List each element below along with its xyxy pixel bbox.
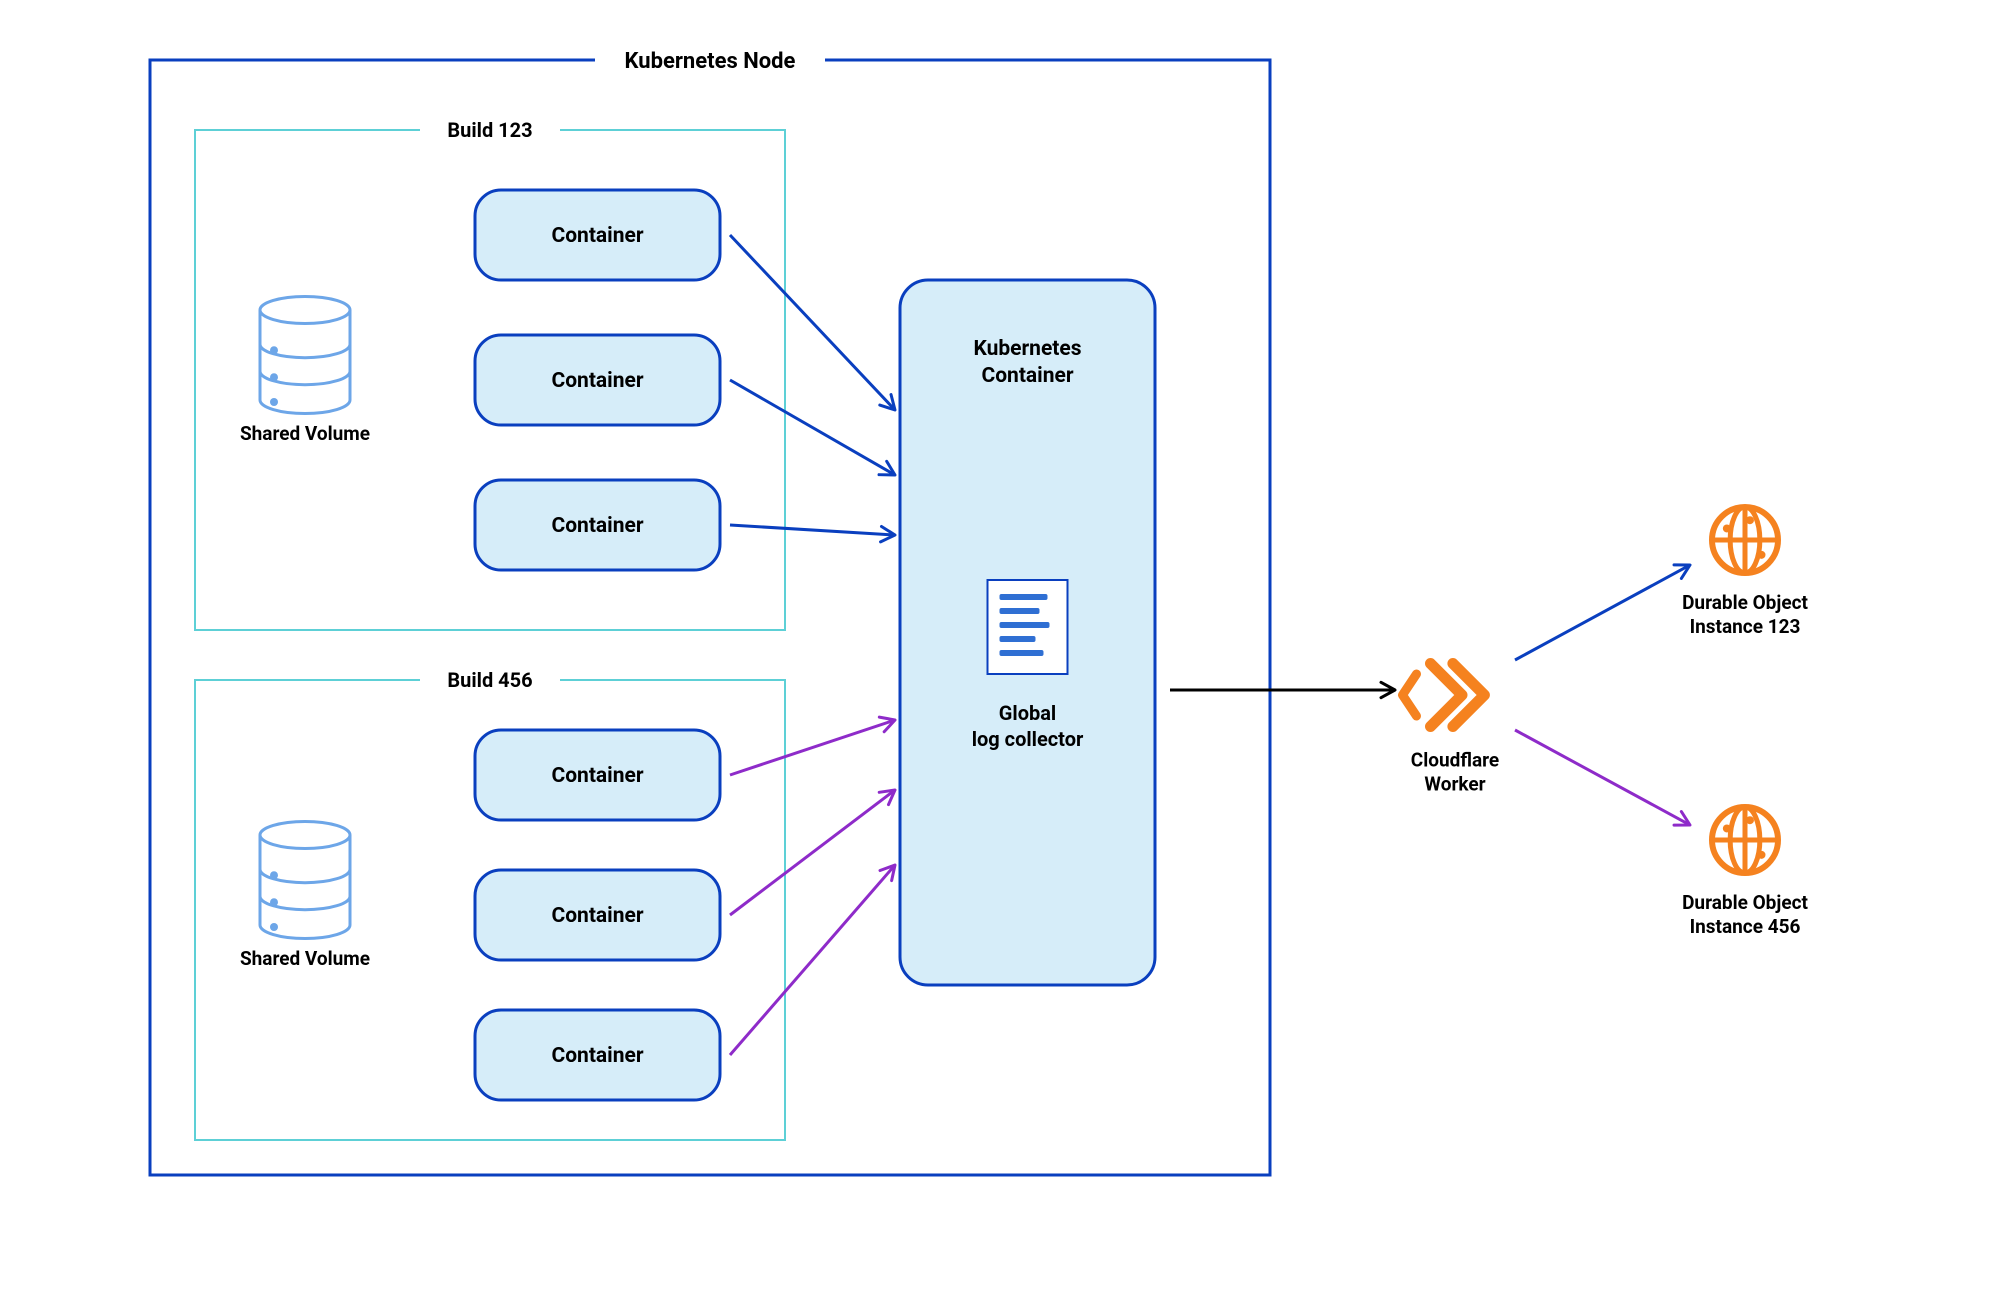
do-label2: Instance 456 <box>1690 915 1801 938</box>
container-label: Container <box>551 514 643 538</box>
container-label: Container <box>551 369 643 393</box>
shared-volume-label: Shared Volume <box>240 422 370 445</box>
kc-sub1: Global <box>999 701 1056 725</box>
do-label1: Durable Object <box>1682 891 1808 914</box>
build-title: Build 123 <box>447 118 532 142</box>
globe-icon <box>1712 507 1778 573</box>
globe-icon <box>1712 807 1778 873</box>
log-document-icon <box>988 580 1068 674</box>
kubernetes-node-title: Kubernetes Node <box>625 49 796 74</box>
do-label1: Durable Object <box>1682 591 1808 614</box>
kc-title2: Container <box>981 364 1073 388</box>
kc-sub2: log collector <box>972 727 1084 751</box>
container-label: Container <box>551 224 643 248</box>
build-title: Build 456 <box>447 668 532 692</box>
kc-title1: Kubernetes <box>973 337 1081 361</box>
shared-volume-label: Shared Volume <box>240 947 370 970</box>
container-label: Container <box>551 1044 643 1068</box>
cw-label1: Cloudflare <box>1411 749 1499 772</box>
container-label: Container <box>551 904 643 928</box>
container-label: Container <box>551 764 643 788</box>
do-label2: Instance 123 <box>1690 615 1801 638</box>
cw-label2: Worker <box>1424 773 1485 796</box>
